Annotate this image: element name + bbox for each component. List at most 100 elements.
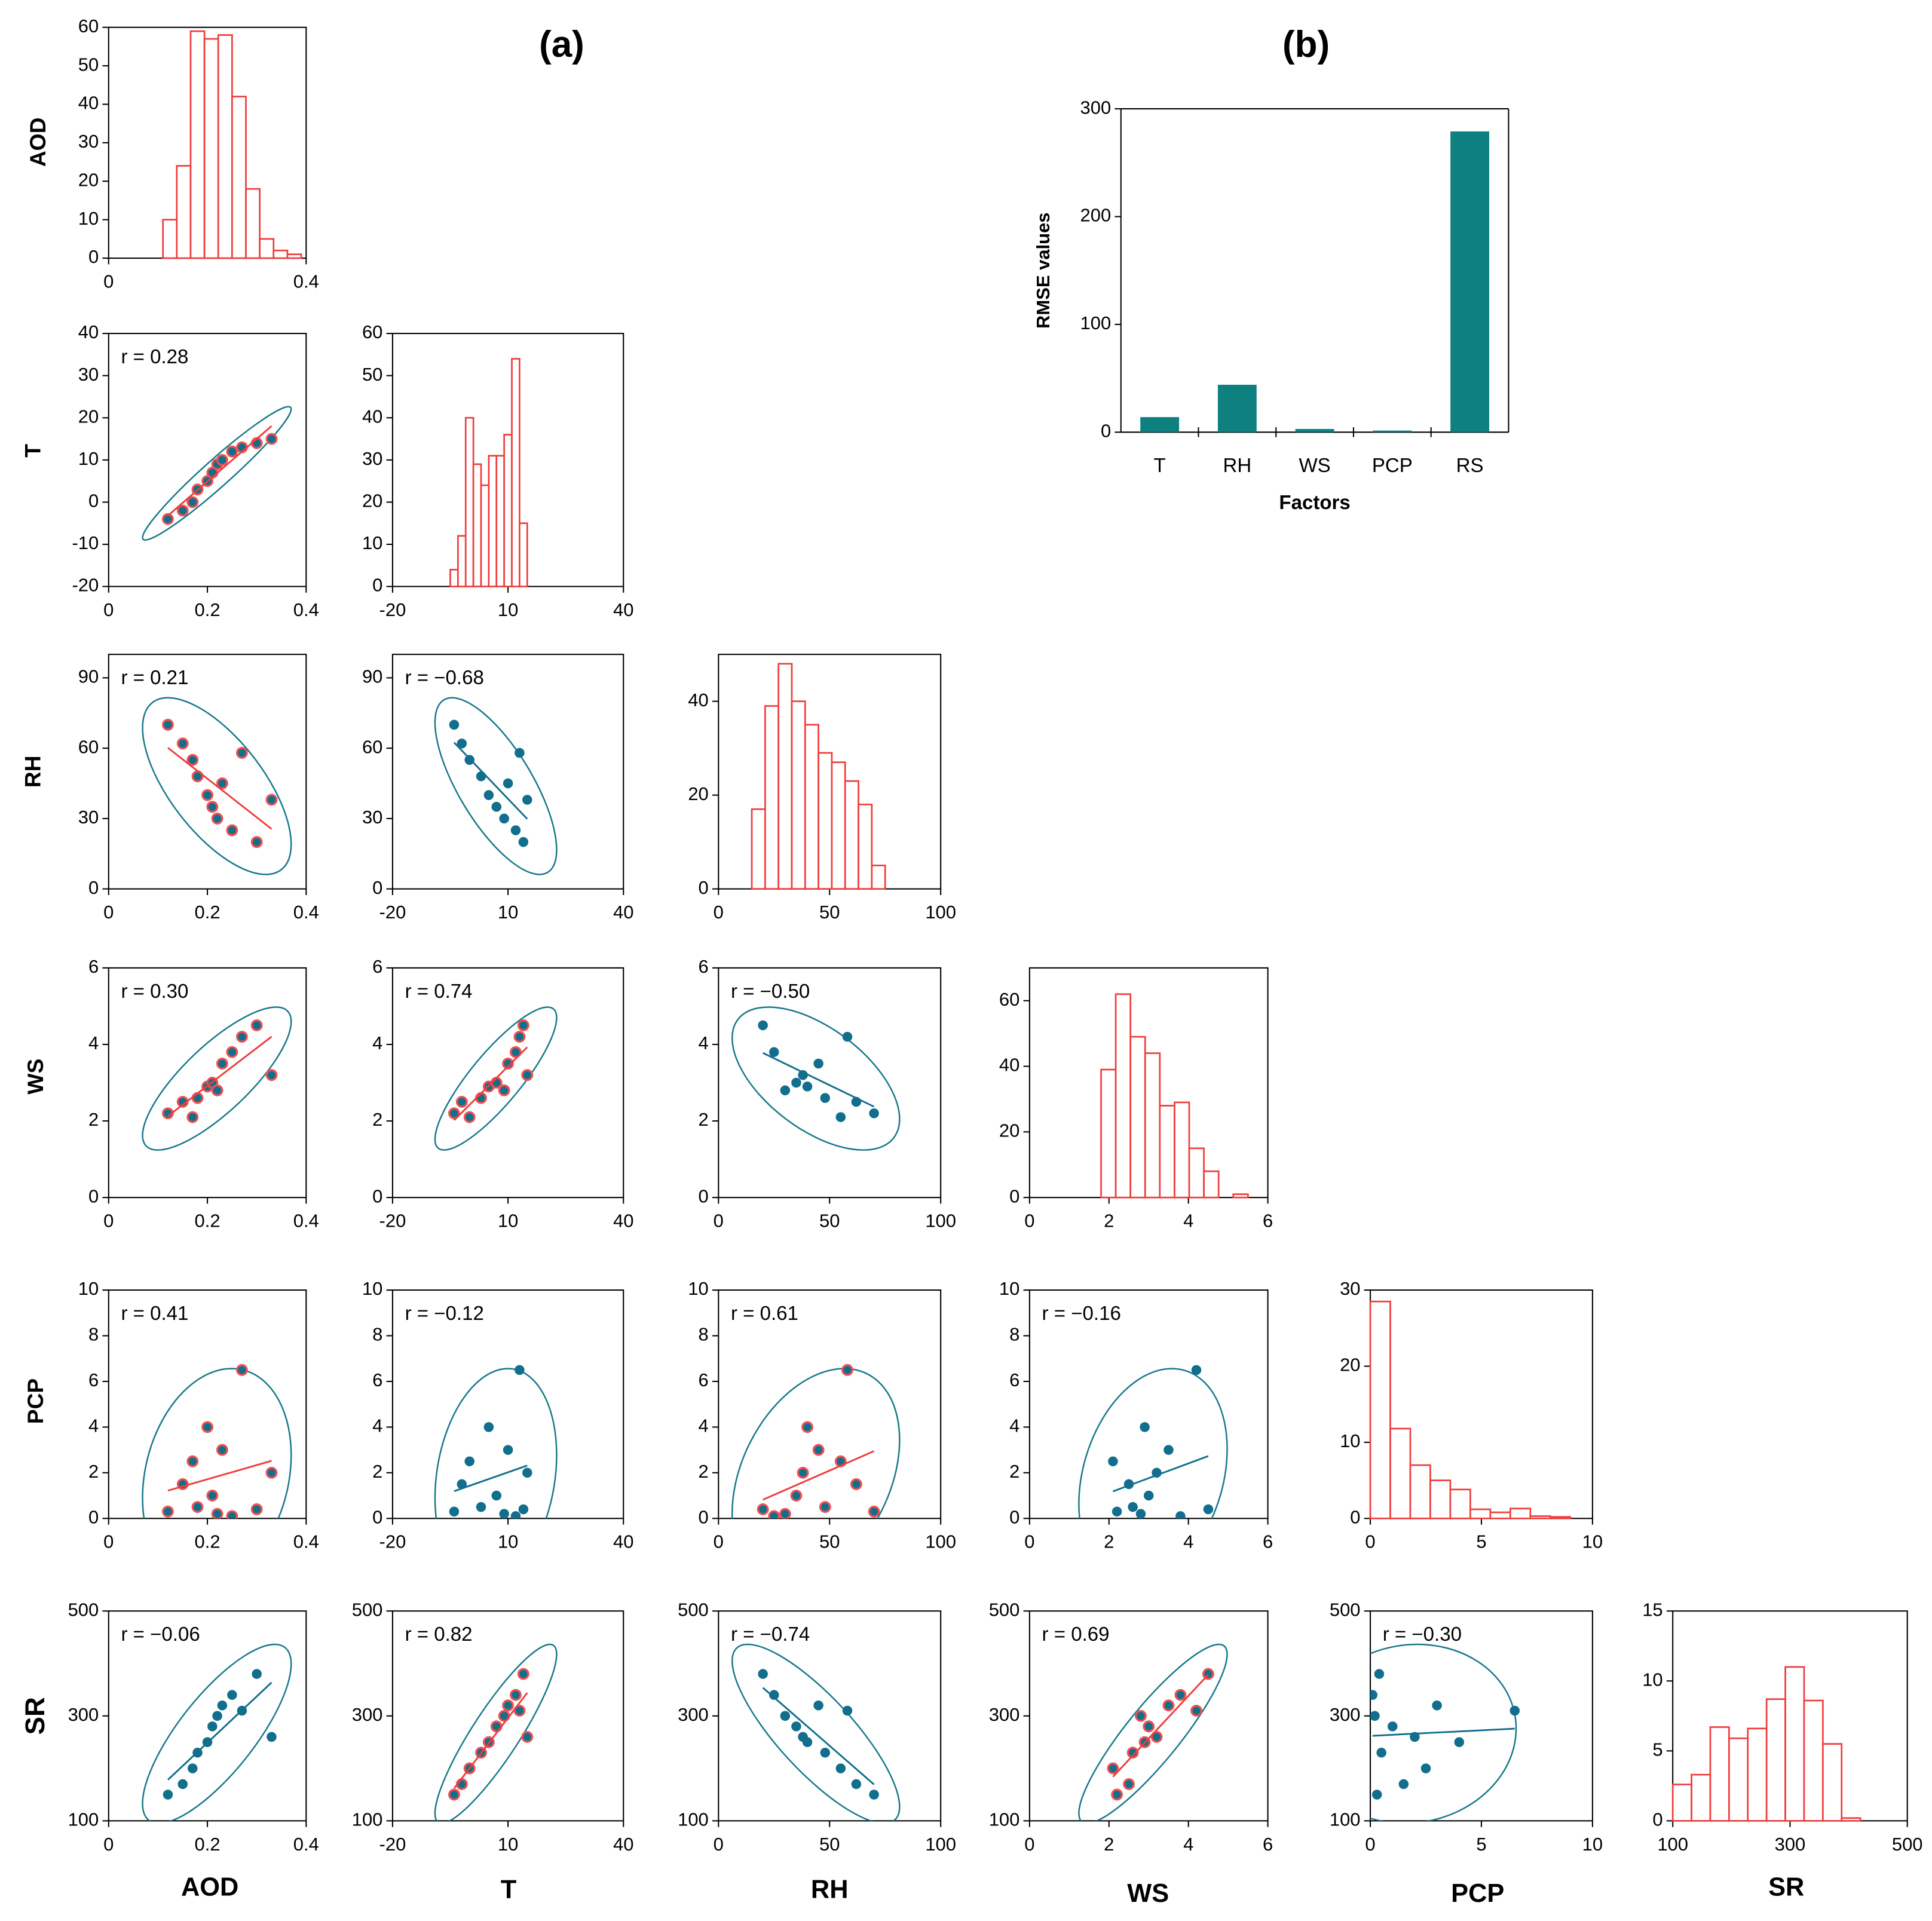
scatter-point: [522, 1467, 532, 1478]
y-tick-label: 20: [999, 1120, 1019, 1141]
x-tick-label: PCP: [1372, 455, 1413, 477]
y-tick-label: 8: [1009, 1324, 1019, 1345]
y-tick-label: 8: [699, 1324, 709, 1345]
y-tick-label: 10: [78, 448, 99, 469]
x-tick-label: 0.2: [195, 1211, 221, 1231]
scatter-point: [1420, 1763, 1431, 1773]
scatter-point: [521, 1069, 534, 1081]
x-tick-label: 5: [1476, 1531, 1486, 1552]
scatter-point: [265, 793, 278, 806]
plot-area: [731, 1643, 901, 1821]
scatter-point: [869, 1108, 879, 1119]
row-label: PCP: [23, 1378, 48, 1424]
column-label: T: [501, 1876, 517, 1904]
scatter-point: [868, 1505, 880, 1518]
y-tick-label: 0: [699, 1185, 709, 1206]
histogram-bar: [511, 358, 520, 587]
histogram-bar: [245, 188, 261, 259]
y-tick-label: 6: [88, 1369, 99, 1390]
scatter-point: [790, 1490, 803, 1502]
histogram-bar: [1784, 1666, 1805, 1822]
histogram-bar: [1765, 1698, 1786, 1822]
y-tick-label: 300: [1330, 1704, 1361, 1725]
histogram-bar: [764, 705, 780, 890]
scatter-point: [842, 1031, 853, 1042]
x-tick-label: -20: [379, 1531, 406, 1552]
x-tick-label: 10: [1582, 1834, 1603, 1855]
y-tick-label: 40: [999, 1055, 1019, 1076]
scatter-point: [1432, 1700, 1442, 1711]
x-tick-label: 0: [103, 1211, 114, 1231]
confidence-ellipse: [434, 697, 558, 875]
scatter-point: [1174, 1689, 1187, 1701]
trend-line: [167, 1460, 272, 1492]
x-tick-label: 0: [1365, 1834, 1375, 1855]
scatter-point: [448, 1107, 460, 1120]
scatter-point: [499, 1509, 509, 1519]
scatter-point: [211, 1508, 223, 1519]
correlation-label: r = −0.06: [121, 1623, 200, 1646]
y-tick-label: 300: [678, 1704, 709, 1725]
y-tick-label: 0: [1652, 1809, 1662, 1830]
scatter-point: [235, 747, 248, 759]
scatter-point: [476, 1502, 486, 1512]
histogram-bar: [1449, 1488, 1471, 1519]
scatter-point: [226, 1510, 238, 1519]
histogram-bar: [1691, 1773, 1711, 1822]
x-tick-label: 6: [1263, 1531, 1273, 1552]
scatter-point: [212, 1711, 222, 1721]
y-tick-label: 500: [1330, 1599, 1361, 1620]
scatter-point: [1203, 1504, 1214, 1515]
correlation-label: r = 0.61: [731, 1303, 798, 1325]
histogram-bar: [449, 568, 459, 587]
x-tick-label: -20: [379, 599, 406, 620]
scatter-point: [1111, 1788, 1123, 1801]
histogram-bar: [472, 463, 482, 587]
histogram-bar: [1100, 1068, 1117, 1199]
y-tick-label: 30: [362, 807, 382, 828]
scatter-point: [475, 1092, 487, 1104]
y-tick-label: 4: [88, 1033, 99, 1053]
scatter-point: [250, 1503, 263, 1515]
scatter-point: [191, 1501, 204, 1513]
y-tick-label: 15: [1642, 1599, 1662, 1620]
trend-line: [453, 742, 528, 820]
plot-area: [434, 697, 558, 875]
scatter-point: [1398, 1779, 1409, 1790]
histogram-bar: [1203, 1170, 1220, 1199]
scatter-point: [449, 1506, 460, 1517]
scatter-point: [250, 836, 263, 848]
scatter-point: [226, 1046, 238, 1058]
trend-line: [167, 1681, 272, 1781]
x-tick-label: 0: [1365, 1531, 1375, 1552]
y-tick-label: 6: [372, 1369, 382, 1390]
trend-line: [763, 1052, 875, 1108]
scatter-point: [1135, 1509, 1146, 1519]
x-tick-label: T: [1154, 455, 1166, 477]
y-tick-label: 500: [352, 1599, 383, 1620]
x-tick-label: 100: [925, 1531, 956, 1552]
x-tick-label: 10: [1582, 1531, 1603, 1552]
x-tick-label: WS: [1299, 455, 1330, 477]
scatter-point: [1143, 1490, 1154, 1501]
scatter-point: [503, 1445, 513, 1455]
histogram-bar: [858, 804, 873, 890]
x-tick-label: 50: [819, 902, 840, 923]
confidence-ellipse: [731, 1368, 901, 1519]
histogram-bar: [831, 761, 846, 890]
confidence-ellipse: [142, 697, 292, 875]
trend-line: [167, 1035, 272, 1117]
histogram-bar: [871, 865, 886, 890]
scatter-point: [791, 1721, 801, 1732]
scatter-point: [1108, 1456, 1118, 1466]
scatter-point: [476, 771, 486, 782]
y-tick-label: 6: [699, 956, 709, 977]
y-tick-label: 60: [999, 989, 1019, 1010]
y-tick-label: 60: [362, 321, 382, 342]
y-tick-label: 0: [372, 877, 382, 898]
confidence-ellipse: [142, 1006, 292, 1151]
plot-frame: [108, 333, 307, 587]
x-tick-label: 0: [714, 1531, 724, 1552]
scatter-point: [797, 1466, 809, 1479]
scatter-point: [801, 1421, 813, 1433]
